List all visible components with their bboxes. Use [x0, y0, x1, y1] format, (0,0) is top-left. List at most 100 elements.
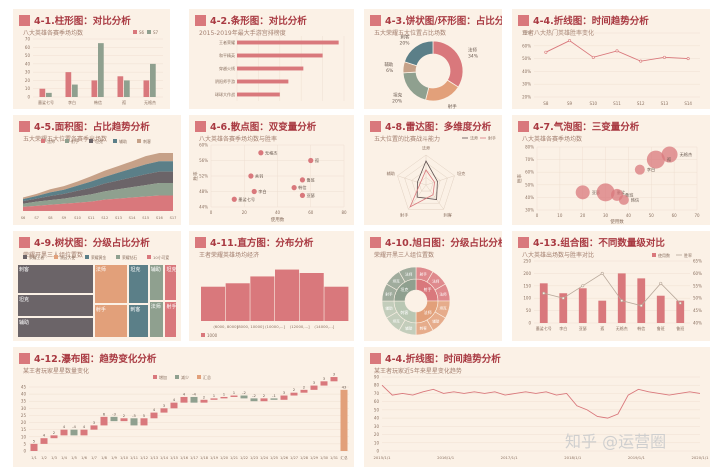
y-tick-label: 50%	[522, 56, 531, 61]
x-tick-label: S13	[661, 101, 669, 106]
title-marker	[370, 236, 381, 248]
y-tick-label: 0	[27, 95, 30, 100]
card-waterfall-chart: 4-12.瀑布图：趋势变化分析 某王者玩家星星数量变化 0 5 10 15 20 25 30…	[13, 347, 354, 467]
card-subtitle: 荣耀开黑三人组位置数	[374, 252, 435, 259]
waterfall-bar	[340, 389, 348, 451]
y2-tick-label: 45%	[693, 308, 702, 313]
data-label: 3	[163, 403, 166, 408]
card-line-trend-chart: 4-4.折线图：时间趋势分析 某王者玩家近5年来星星变化趋势 0 10 20 30 40…	[364, 347, 710, 467]
card-subtitle: 王者荣耀英雄场均经济	[199, 252, 260, 259]
sunburst-outer-label: 法师	[405, 271, 413, 276]
card-subtitle: 某王者玩家星星数量变化	[23, 368, 90, 375]
waterfall-bar	[150, 412, 158, 419]
title-marker	[195, 236, 206, 248]
x-tick-label: 1/3	[51, 456, 57, 460]
point-label: 鲁班	[306, 176, 314, 183]
sunburst-outer-label: 射手	[420, 271, 428, 276]
sunburst-outer-label: 刺客	[420, 326, 428, 331]
title-marker	[19, 352, 30, 364]
waterfall-bar	[330, 377, 338, 382]
area-series	[23, 195, 173, 211]
card-subtitle: 五大荣耀五大位置占比场数	[374, 30, 447, 37]
data-label: -3	[112, 411, 116, 416]
x-tick-label: 1/14	[160, 456, 169, 460]
bar	[91, 80, 98, 97]
x-tick-label: 1/11	[130, 456, 138, 460]
card-title: 4-13.组合图：不同数量级对比	[533, 238, 665, 249]
bar	[237, 40, 339, 45]
slice-label: 刺客	[400, 34, 409, 41]
y-tick-label: 10	[25, 86, 31, 91]
bar	[578, 288, 587, 323]
waterfall-bar	[110, 416, 118, 422]
y-axis-title: 胜率	[192, 171, 199, 180]
x-tick-label: S10	[74, 216, 82, 220]
treemap-cell: 辅助	[17, 316, 94, 338]
x-tick-label: 2015/1/1	[373, 455, 391, 460]
histogram-chart: (6000, 8000](8000, 10000] (10000,...] (120…	[201, 269, 349, 338]
bubble	[618, 194, 629, 205]
card-title: 4-7.气泡图：三变量分析	[533, 122, 640, 133]
data-point	[251, 188, 257, 195]
treemap-cell: 法师	[93, 264, 129, 305]
y-tick-label: 90	[374, 375, 380, 380]
legend-label: 1000	[207, 333, 218, 338]
legend-swatch	[153, 375, 157, 379]
legend-swatch	[133, 30, 137, 34]
x-tick-label: 1/18	[200, 456, 209, 460]
y-tick-label: 80%	[525, 145, 534, 150]
treemap-legend: 荣耀王者 流云大使 荣耀黄金 荣耀钻石 10小可爱	[23, 255, 169, 260]
treemap-cell: 射手	[93, 304, 129, 338]
treemap-cell: 法师	[148, 301, 165, 338]
x-tick-label: 1/16	[180, 456, 189, 460]
bubble	[575, 185, 590, 200]
slice-value-label: 20%	[392, 98, 403, 104]
x-tick-label: 1/30	[320, 456, 329, 460]
waterfall-bar	[180, 396, 188, 403]
bar	[637, 278, 646, 323]
bar	[676, 300, 685, 323]
x-tick-label: 汇总	[340, 455, 348, 460]
card-title: 4-11.直方图：分布分析	[210, 238, 314, 249]
sunburst-outer-label: 法师	[439, 291, 447, 296]
x-tick-label: 2017/1/1	[501, 455, 519, 460]
card-treemap-chart: 4-9.树状图：分级占比分析 荣耀开黑三人组位置数 荣耀王者 流云大使 荣耀黄金 荣耀…	[13, 231, 181, 341]
legend-swatch	[197, 375, 201, 379]
legend-swatch	[147, 30, 151, 34]
waterfall-bar	[80, 429, 88, 436]
x-tick-label: S15	[142, 216, 149, 220]
y-tick-label: 52%	[199, 174, 208, 179]
x-tick-label: 墨娑七号	[38, 99, 54, 105]
x-tick-label: 鲁班	[676, 325, 684, 331]
waterfall-bar	[140, 418, 148, 426]
data-label: 2	[53, 430, 56, 435]
radar-axis-label: 刺客	[444, 211, 453, 218]
radar-ring	[411, 169, 441, 198]
data-point	[299, 177, 306, 183]
bubble	[646, 150, 665, 169]
title-marker	[518, 236, 529, 248]
bubble-label: 孤	[667, 156, 672, 163]
x-tick-label: 80	[341, 210, 347, 215]
x-tick-label: S16	[156, 216, 164, 220]
x-tick-label: 1/15	[170, 456, 178, 460]
card-subtitle: 八大英雄各赛季场均数与胜率	[199, 136, 278, 143]
x-tick-label: 亚瑟	[579, 326, 587, 331]
sunburst-outer-label: 坦克	[439, 306, 447, 311]
x-tick-label: 1/8	[101, 456, 107, 460]
area-series	[23, 153, 173, 200]
x-tick-label: S6	[21, 216, 26, 220]
y-tick-label: 30%	[522, 82, 531, 87]
x-tick-label: (12000,...]	[290, 324, 310, 329]
sunburst-outer-label: 法师	[432, 279, 440, 284]
legend-swatch	[23, 255, 27, 259]
x-tick-label: 2019/1/1	[628, 455, 646, 460]
bubble-label: 李白	[647, 166, 655, 173]
data-point	[542, 291, 546, 295]
slice-value-label: 34%	[468, 54, 479, 60]
data-label: -5	[132, 413, 136, 418]
legend-label: 胜率	[684, 252, 692, 258]
y-tick-label: 50	[25, 53, 31, 58]
x-tick-label: 30	[603, 213, 609, 218]
bar	[539, 283, 548, 323]
